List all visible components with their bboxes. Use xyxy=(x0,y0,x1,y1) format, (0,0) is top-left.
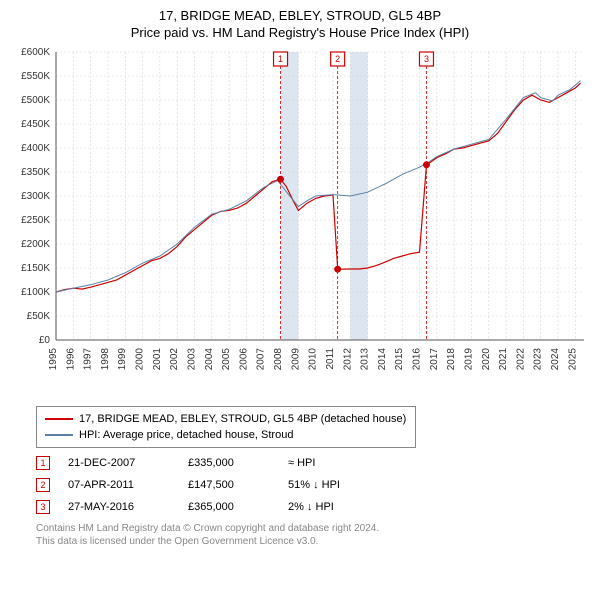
svg-text:2003: 2003 xyxy=(186,348,197,371)
svg-text:2007: 2007 xyxy=(256,348,267,371)
title-address: 17, BRIDGE MEAD, EBLEY, STROUD, GL5 4BP xyxy=(8,8,592,23)
legend-swatch xyxy=(45,434,73,436)
footer-line1: Contains HM Land Registry data © Crown c… xyxy=(36,522,592,535)
svg-text:2024: 2024 xyxy=(550,348,561,371)
svg-text:£100K: £100K xyxy=(21,287,50,298)
svg-text:2004: 2004 xyxy=(204,348,215,371)
event-date: 07-APR-2011 xyxy=(68,479,188,491)
svg-text:2019: 2019 xyxy=(463,348,474,371)
svg-text:£300K: £300K xyxy=(21,191,50,202)
legend-label: 17, BRIDGE MEAD, EBLEY, STROUD, GL5 4BP … xyxy=(79,411,406,427)
events-table: 1 21-DEC-2007£335,000≈ HPI 2 07-APR-2011£14… xyxy=(36,456,592,514)
legend-item: 17, BRIDGE MEAD, EBLEY, STROUD, GL5 4BP … xyxy=(45,411,407,427)
legend-item: HPI: Average price, detached house, Stro… xyxy=(45,427,407,443)
svg-text:2006: 2006 xyxy=(238,348,249,371)
svg-text:£200K: £200K xyxy=(21,239,50,250)
chart-container: 17, BRIDGE MEAD, EBLEY, STROUD, GL5 4BP … xyxy=(0,0,600,556)
svg-text:2025: 2025 xyxy=(567,348,578,371)
svg-text:2011: 2011 xyxy=(325,348,336,370)
svg-text:£500K: £500K xyxy=(21,95,50,106)
svg-text:2013: 2013 xyxy=(360,348,371,371)
svg-text:2015: 2015 xyxy=(394,348,405,371)
svg-text:2017: 2017 xyxy=(429,348,440,371)
svg-text:3: 3 xyxy=(424,54,429,64)
event-price: £147,500 xyxy=(188,479,288,491)
svg-text:£450K: £450K xyxy=(21,119,50,130)
svg-text:2021: 2021 xyxy=(498,348,509,371)
event-price: £335,000 xyxy=(188,457,288,469)
svg-text:2014: 2014 xyxy=(377,348,388,371)
line-chart-svg: £0 £50K £100K £150K £200K £250K £300K £350K £400… xyxy=(8,44,592,400)
svg-text:2008: 2008 xyxy=(273,348,284,371)
svg-text:£350K: £350K xyxy=(21,167,50,178)
legend-box: 17, BRIDGE MEAD, EBLEY, STROUD, GL5 4BP … xyxy=(36,406,416,448)
svg-text:2020: 2020 xyxy=(481,348,492,371)
svg-text:£250K: £250K xyxy=(21,215,50,226)
svg-text:£0: £0 xyxy=(39,335,51,346)
footer-line2: This data is licensed under the Open Gov… xyxy=(36,535,592,548)
svg-text:£400K: £400K xyxy=(21,143,50,154)
svg-text:2005: 2005 xyxy=(221,348,232,371)
title-subtitle: Price paid vs. HM Land Registry's House … xyxy=(8,25,592,40)
svg-text:2000: 2000 xyxy=(135,348,146,371)
svg-text:2010: 2010 xyxy=(308,348,319,371)
svg-text:2001: 2001 xyxy=(152,348,163,371)
event-marker-box: 1 xyxy=(36,456,50,470)
svg-text:£50K: £50K xyxy=(27,311,51,322)
svg-text:2023: 2023 xyxy=(533,348,544,371)
svg-text:2018: 2018 xyxy=(446,348,457,371)
event-note: ≈ HPI xyxy=(288,457,388,469)
event-date: 21-DEC-2007 xyxy=(68,457,188,469)
svg-text:1999: 1999 xyxy=(117,348,128,371)
svg-text:2016: 2016 xyxy=(412,348,423,371)
event-row: 1 21-DEC-2007£335,000≈ HPI xyxy=(36,456,592,470)
svg-text:2022: 2022 xyxy=(515,348,526,371)
svg-text:1997: 1997 xyxy=(83,348,94,371)
svg-text:£600K: £600K xyxy=(21,47,50,58)
svg-text:2: 2 xyxy=(335,54,340,64)
svg-text:£150K: £150K xyxy=(21,263,50,274)
svg-text:2009: 2009 xyxy=(290,348,301,371)
event-date: 27-MAY-2016 xyxy=(68,501,188,513)
titles: 17, BRIDGE MEAD, EBLEY, STROUD, GL5 4BP … xyxy=(8,8,592,40)
svg-text:1995: 1995 xyxy=(48,348,59,371)
legend-label: HPI: Average price, detached house, Stro… xyxy=(79,427,293,443)
svg-text:1998: 1998 xyxy=(100,348,111,371)
svg-text:1: 1 xyxy=(278,54,283,64)
svg-text:£550K: £550K xyxy=(21,71,50,82)
event-row: 3 27-MAY-2016£365,0002% ↓ HPI xyxy=(36,500,592,514)
svg-text:2002: 2002 xyxy=(169,348,180,371)
svg-text:2012: 2012 xyxy=(342,348,353,371)
svg-text:1996: 1996 xyxy=(65,348,76,371)
legend-swatch xyxy=(45,418,73,420)
event-marker-box: 3 xyxy=(36,500,50,514)
event-marker-box: 2 xyxy=(36,478,50,492)
footer-attribution: Contains HM Land Registry data © Crown c… xyxy=(36,522,592,548)
event-note: 2% ↓ HPI xyxy=(288,501,388,513)
chart-area: £0 £50K £100K £150K £200K £250K £300K £350K £400… xyxy=(8,44,592,400)
event-note: 51% ↓ HPI xyxy=(288,479,388,491)
event-row: 2 07-APR-2011£147,50051% ↓ HPI xyxy=(36,478,592,492)
event-price: £365,000 xyxy=(188,501,288,513)
